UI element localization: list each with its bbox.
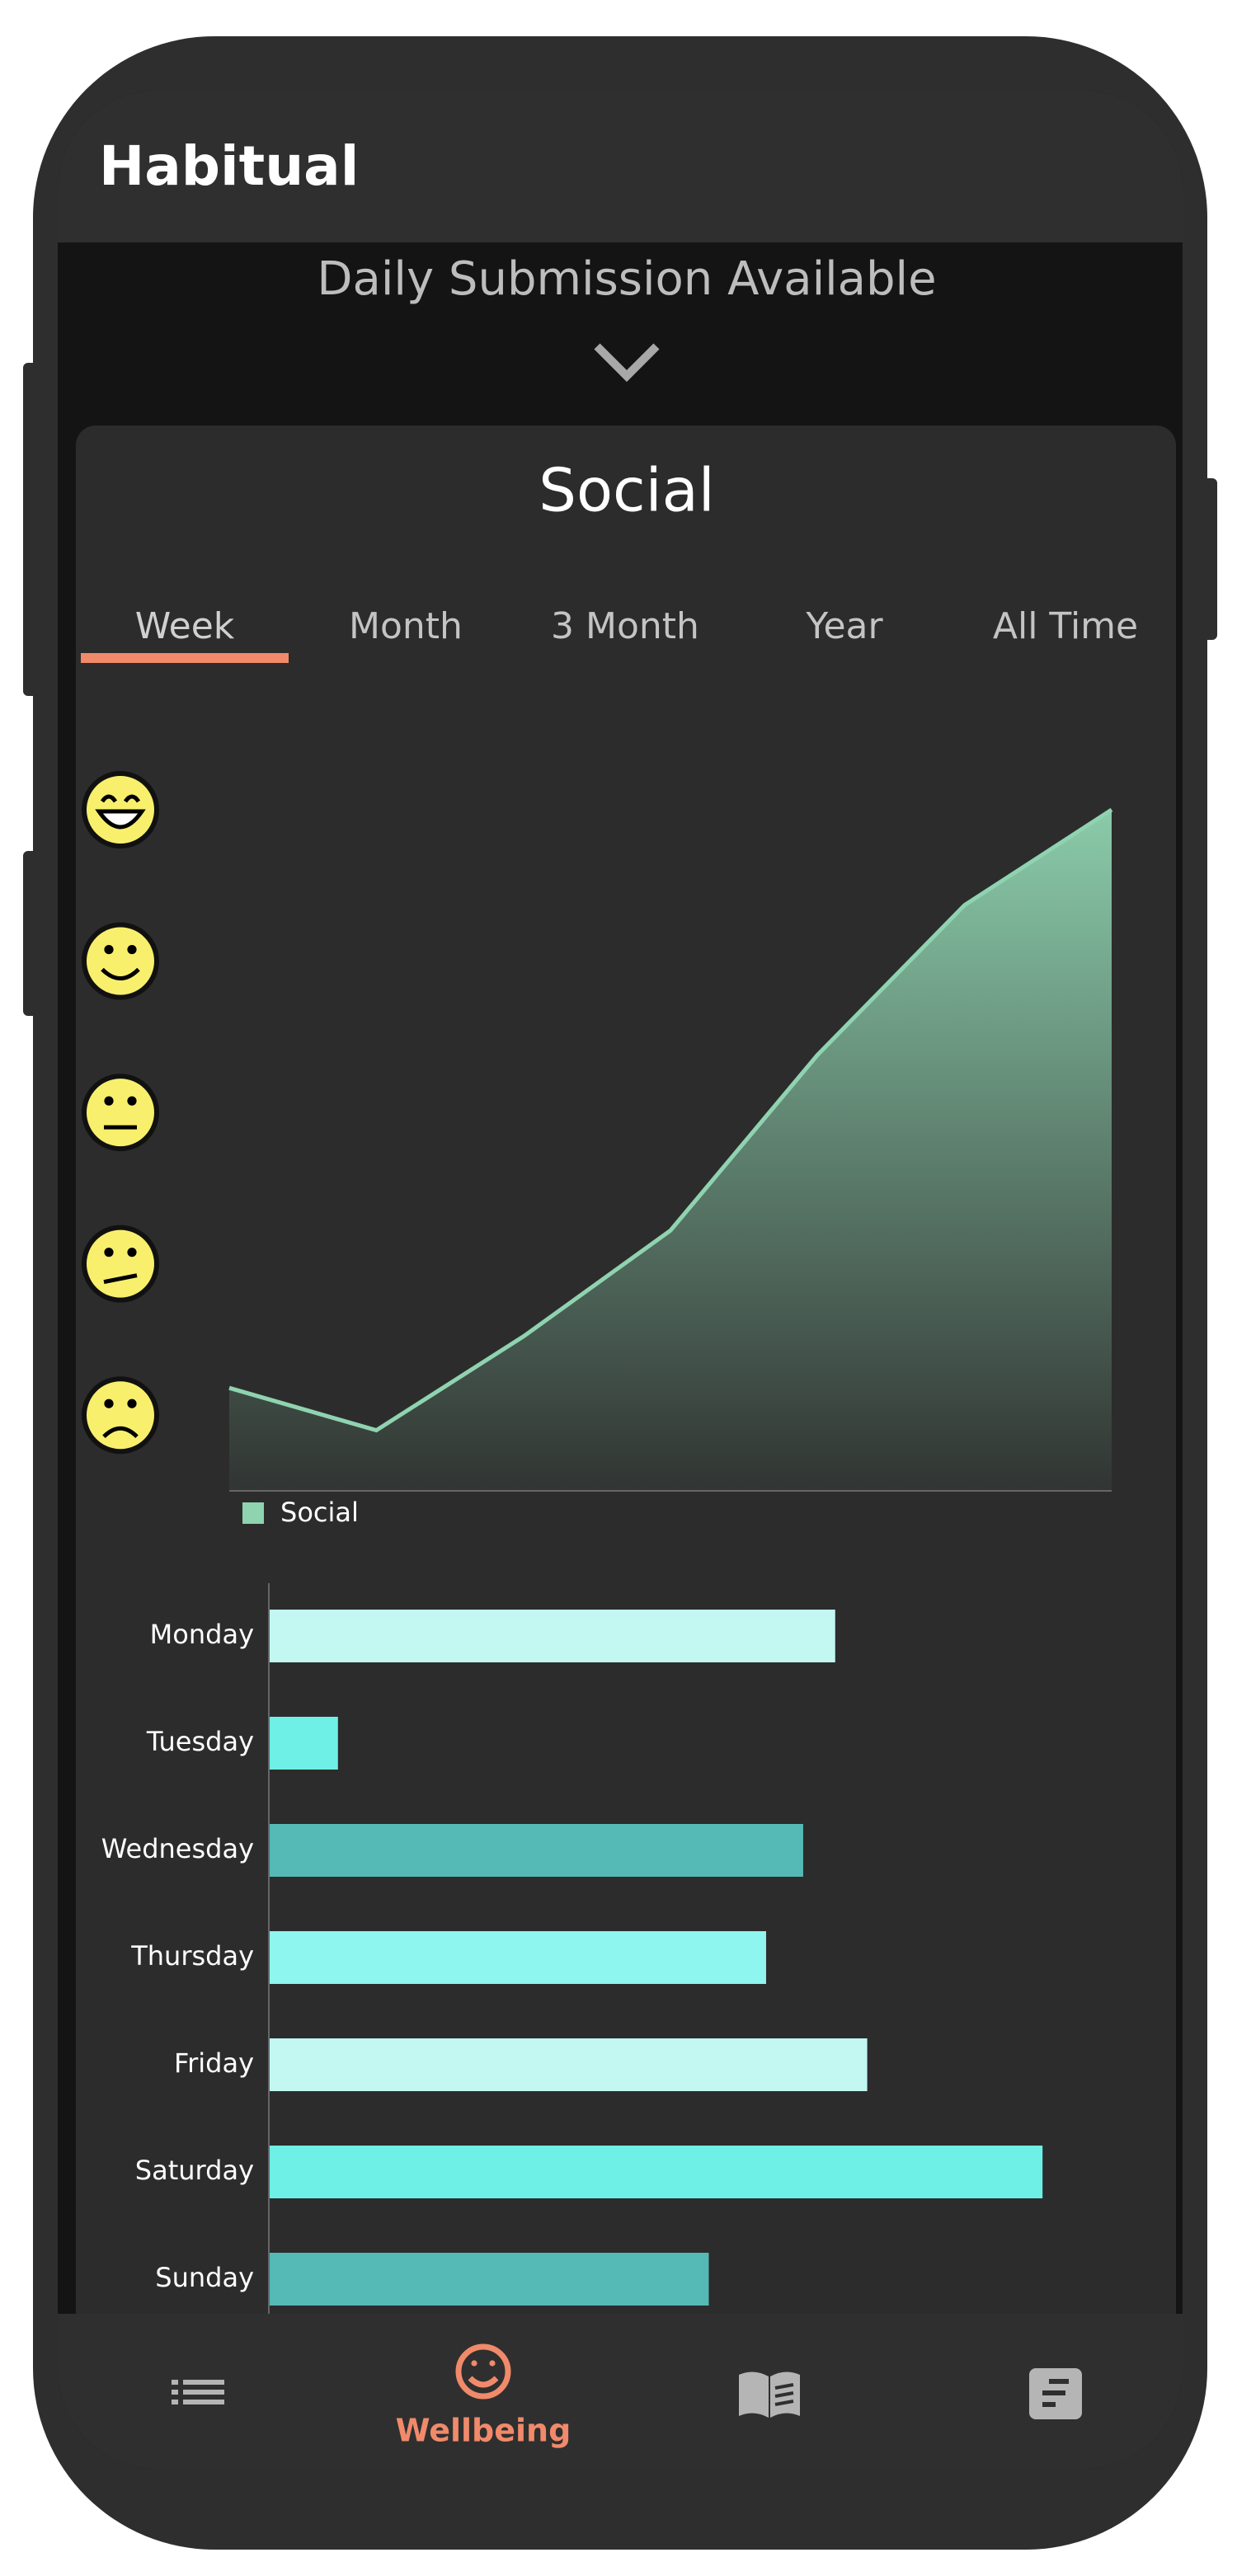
tab[interactable]: Year [805,605,883,647]
face-eye [127,1096,137,1106]
bar [269,1610,835,1662]
face-eye [104,1248,114,1257]
nav-notes[interactable] [1029,2368,1082,2419]
legend-label: Social [280,1497,359,1528]
tab-indicator [81,653,289,663]
y-tick-face [82,1225,159,1303]
bar [269,1931,766,1984]
face [82,922,159,1000]
bottom-nav [58,2314,1183,2469]
face [82,1376,159,1455]
face-eye [127,944,137,955]
face-eye [127,1398,137,1408]
bar [269,2038,868,2091]
line [228,807,1113,1433]
face [82,1074,159,1152]
face-eye [104,944,114,955]
nav-list[interactable] [172,2380,224,2404]
card-title: Social [539,456,714,525]
tab[interactable]: Month [349,605,463,647]
face-mouth [95,809,146,830]
tab[interactable]: All Time [993,605,1138,647]
y-tick-label: Monday [150,1619,254,1650]
y-tick-face [82,1376,159,1455]
bar [269,2146,1043,2198]
bar [269,1824,803,1877]
app-title: Habitual [99,134,359,198]
y-tick-label: Wednesday [101,1833,254,1864]
tab[interactable]: Week [135,605,235,647]
face-eye [127,1248,137,1257]
y-tick-label: Sunday [155,2262,254,2293]
nav-wellbeing-icon[interactable] [455,2343,511,2400]
banner-text[interactable]: Daily Submission Available [317,252,936,306]
bar [269,2253,709,2306]
nav-active-label[interactable]: Wellbeing [396,2413,571,2449]
face-mouth [102,1426,139,1439]
y-tick-face [82,1074,159,1152]
y-tick-label: Friday [174,2047,254,2079]
expand-chevron[interactable] [594,343,660,383]
legend-swatch [242,1502,264,1524]
y-tick-face [82,922,159,1000]
y-tick-label: Thursday [130,1940,254,1972]
tab[interactable]: 3 Month [551,605,699,647]
y-tick-face [82,771,159,848]
face-eye [104,1096,114,1106]
app-bar [58,91,1183,242]
face-eyes [100,794,141,803]
y-tick-label: Saturday [135,2155,254,2186]
face-mouth [101,967,140,981]
face [82,1225,159,1303]
bar [269,1717,338,1770]
nav-journal[interactable] [739,2372,800,2418]
face-eye [104,1398,114,1408]
y-tick-label: Tuesday [146,1726,254,1757]
face-mouth [103,1273,138,1285]
